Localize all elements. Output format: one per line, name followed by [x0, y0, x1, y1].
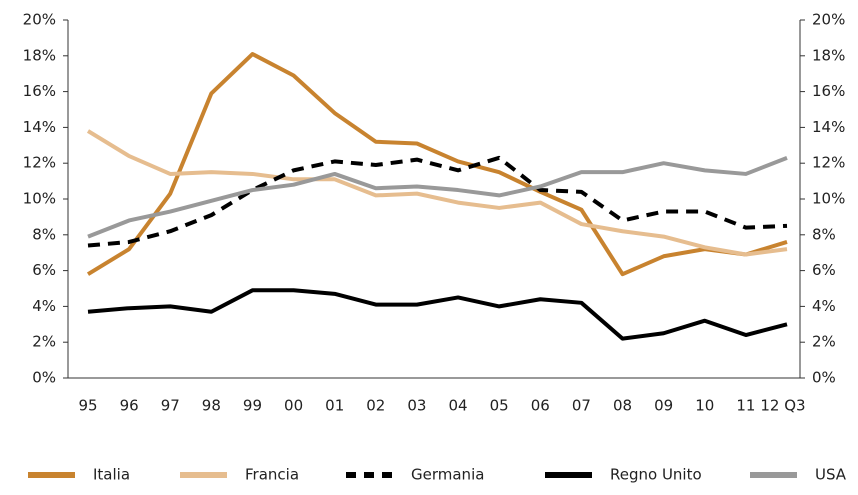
series-line [87, 155, 788, 248]
y2-tick-label: 6% [812, 261, 836, 279]
y-tick-label: 2% [32, 333, 56, 351]
x-tick-label: 98 [202, 397, 221, 415]
series-line [87, 288, 788, 341]
y2-tick-label: 8% [812, 225, 836, 243]
legend-label: Regno Unito [610, 466, 702, 484]
x-tick-label: 04 [449, 397, 468, 415]
legend-label: Germania [411, 466, 484, 484]
y2-tick-label: 18% [812, 46, 845, 64]
x-tick-label: 08 [613, 397, 632, 415]
y-tick-label: 10% [23, 190, 56, 208]
legend-label: Italia [93, 466, 130, 484]
x-tick-label: 95 [78, 397, 97, 415]
series-line [87, 155, 788, 239]
y-tick-label: 12% [23, 154, 56, 172]
y2-tick-label: 16% [812, 82, 845, 100]
y-tick-label: 6% [32, 261, 56, 279]
legend-label: Francia [245, 466, 299, 484]
y2-tick-label: 14% [812, 118, 845, 136]
series-line [86, 129, 788, 257]
x-tick-label: 02 [366, 397, 385, 415]
y2-tick-label: 12% [812, 154, 845, 172]
y2-tick-label: 20% [812, 11, 845, 29]
y2-tick-label: 10% [812, 190, 845, 208]
y-tick-label: 0% [32, 369, 56, 387]
x-tick-label: 12 Q3 [760, 397, 805, 415]
x-tick-label: 11 [736, 397, 755, 415]
y-tick-label: 18% [23, 46, 56, 64]
y-tick-label: 8% [32, 225, 56, 243]
x-tick-label: 99 [243, 397, 262, 415]
x-tick-label: 05 [490, 397, 509, 415]
y2-tick-label: 4% [812, 297, 836, 315]
x-tick-label: 10 [695, 397, 714, 415]
x-tick-label: 03 [407, 397, 426, 415]
legend-label: USA [815, 466, 847, 484]
x-tick-label: 06 [531, 397, 550, 415]
x-tick-label: 07 [572, 397, 591, 415]
x-tick-label: 00 [284, 397, 303, 415]
series-line [86, 52, 788, 277]
y2-tick-label: 2% [812, 333, 836, 351]
x-tick-label: 96 [120, 397, 139, 415]
x-tick-label: 01 [325, 397, 344, 415]
y-tick-label: 20% [23, 11, 56, 29]
x-tick-label: 09 [654, 397, 673, 415]
y-tick-label: 14% [23, 118, 56, 136]
x-tick-label: 97 [161, 397, 180, 415]
y2-tick-label: 0% [812, 369, 836, 387]
y-tick-label: 4% [32, 297, 56, 315]
y-tick-label: 16% [23, 82, 56, 100]
